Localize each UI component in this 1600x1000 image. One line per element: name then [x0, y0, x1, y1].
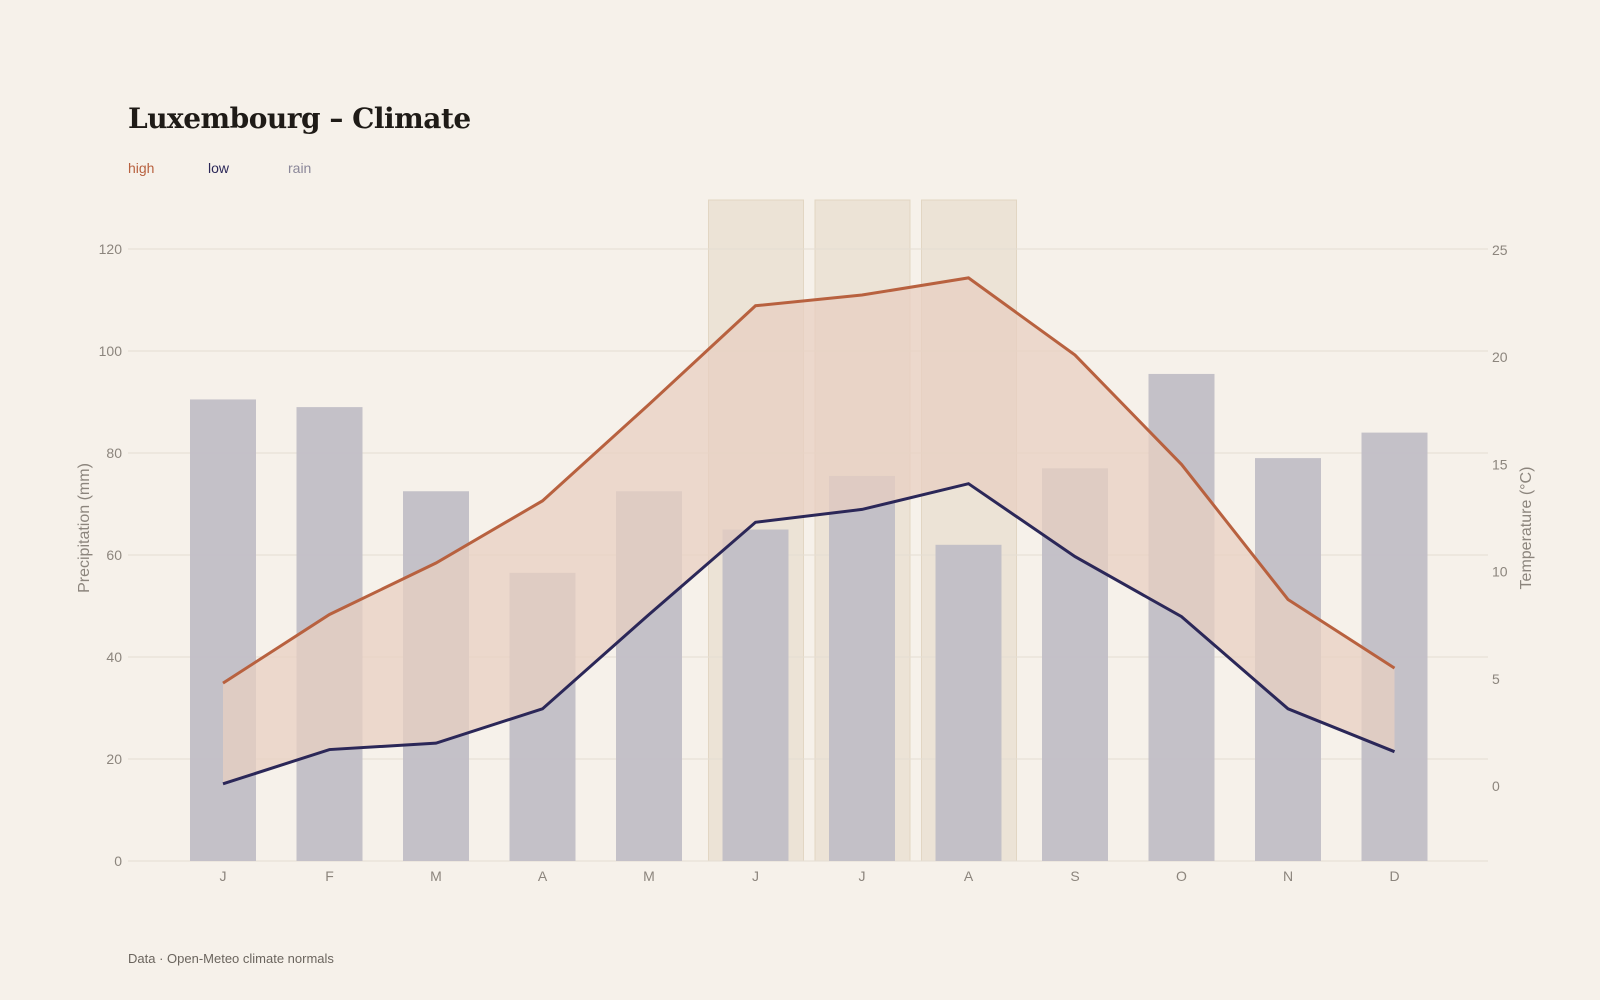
chart-title: Luxembourg – Climate — [128, 102, 471, 135]
left-tick-label: 20 — [106, 751, 122, 767]
right-axis-ticks: 0 5 10 15 20 25 — [1492, 242, 1508, 794]
low-temperature-line — [222, 482, 1396, 786]
left-tick-label: 80 — [106, 445, 122, 461]
rain-bar — [190, 399, 256, 861]
month-tick-label: F — [325, 868, 334, 884]
left-tick-label: 60 — [106, 547, 122, 563]
left-axis-title: Precipitation (mm) — [76, 463, 93, 593]
month-tick-label: O — [1176, 868, 1187, 884]
legend-item-low: low — [208, 160, 230, 176]
right-axis-title: Temperature (°C) — [1518, 467, 1535, 590]
legend-item-high: high — [128, 160, 155, 176]
right-tick-label: 15 — [1492, 456, 1508, 472]
rain-bar — [935, 544, 1002, 861]
rain-bar — [722, 529, 789, 861]
right-tick-label: 5 — [1492, 671, 1500, 687]
right-tick-label: 25 — [1492, 242, 1508, 258]
month-tick-label: S — [1070, 868, 1079, 884]
rain-bar — [829, 475, 895, 861]
right-tick-label: 20 — [1492, 349, 1508, 365]
month-tick-label: A — [538, 868, 548, 884]
left-tick-label: 120 — [99, 241, 123, 257]
left-tick-label: 0 — [114, 853, 122, 869]
left-tick-label: 40 — [106, 649, 122, 665]
month-tick-label: J — [752, 868, 759, 884]
temperature-range-band — [223, 277, 1395, 784]
right-tick-label: 10 — [1492, 564, 1508, 580]
month-tick-label: D — [1389, 868, 1399, 884]
source-note: Data · Open-Meteo climate normals — [128, 951, 334, 966]
month-tick-label: M — [643, 868, 655, 884]
high-temperature-line — [222, 276, 1396, 685]
month-tick-label: M — [430, 868, 442, 884]
month-tick-label: A — [964, 868, 974, 884]
month-tick-label: J — [859, 868, 866, 884]
month-tick-label: J — [220, 868, 227, 884]
month-tick-label: N — [1283, 868, 1293, 884]
left-axis-ticks: 0 20 40 60 80 100 120 — [99, 241, 123, 869]
right-tick-label: 0 — [1492, 778, 1500, 794]
legend-item-rain: rain — [288, 160, 312, 176]
left-tick-label: 100 — [99, 343, 123, 359]
rain-bar — [1361, 432, 1428, 861]
